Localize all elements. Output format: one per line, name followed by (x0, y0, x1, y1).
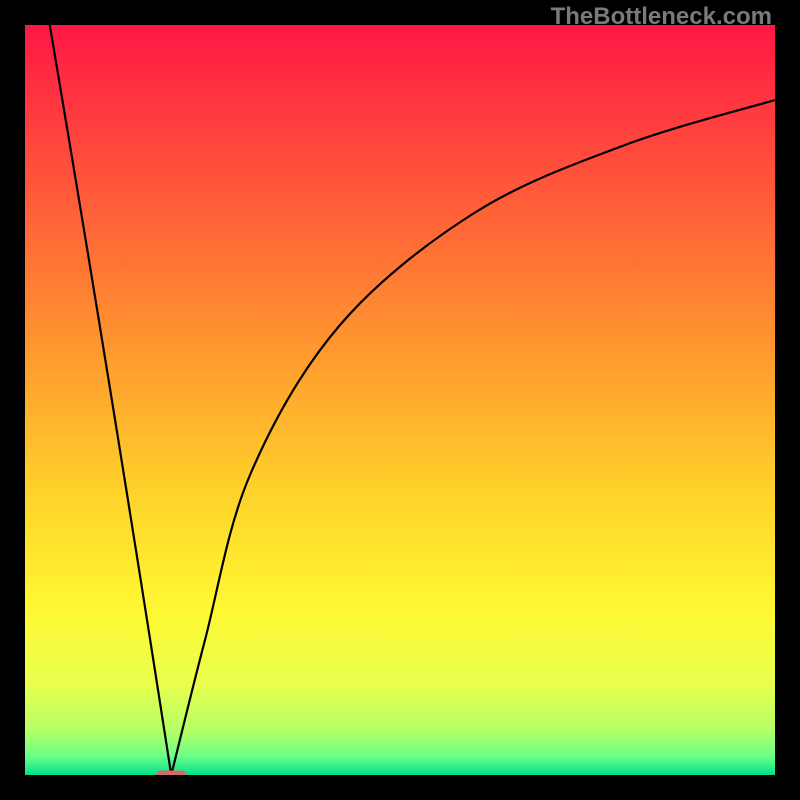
gradient-background (25, 25, 775, 775)
bottleneck-chart (25, 25, 775, 775)
optimal-point-marker (156, 771, 186, 776)
watermark-label: TheBottleneck.com (551, 3, 772, 31)
